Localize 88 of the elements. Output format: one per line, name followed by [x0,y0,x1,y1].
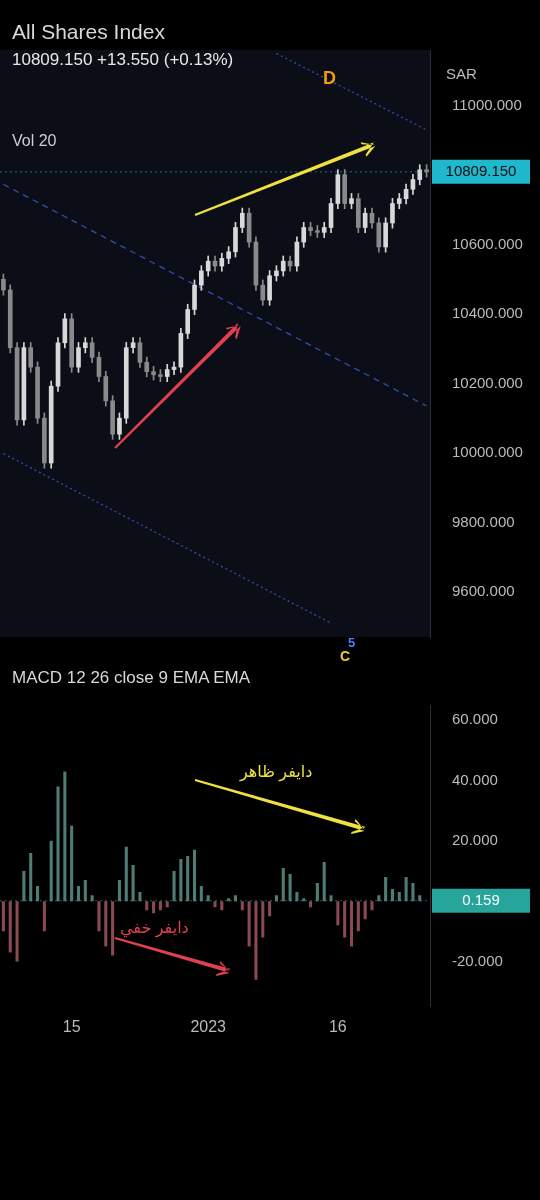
bar [179,858,183,902]
bar [76,886,81,902]
bar [1,901,5,932]
bar [42,901,46,932]
bar [288,874,292,902]
bar [349,901,354,947]
bar [111,901,115,956]
x-tick-label: 16 [328,1017,347,1035]
bar [247,901,251,947]
bar [315,883,319,902]
annotation: دايفر ظاهر [240,762,313,781]
bar [363,901,367,920]
y-tick-label: 10000.000 [452,443,523,461]
bar [97,901,101,932]
bar [227,898,231,902]
ref-line-label: 0.159 [462,890,500,908]
bar [70,825,74,902]
y-tick-label: 10600.000 [452,234,523,252]
bar [418,895,422,902]
bar [213,901,217,908]
bar [206,895,210,902]
y-tick-label: 10200.000 [452,373,523,391]
bar [302,898,306,902]
bar [356,901,360,932]
bar [117,880,121,902]
bar [83,880,87,902]
bar [131,864,135,902]
bar [124,846,128,902]
chart-title: All Shares Index [12,20,165,44]
bar [411,883,415,902]
bar [8,901,12,953]
y-tick-label: -20.000 [452,951,503,969]
bar [295,892,299,902]
ref-line-label: 10809.150 [445,162,517,179]
bar [254,901,258,980]
bar [240,901,244,911]
y-tick-label: 10400.000 [452,304,523,322]
bar [36,886,40,902]
bar [165,901,169,908]
bar [29,852,33,902]
bar [192,849,197,902]
x-tick-label: 2023 [190,1017,227,1035]
bar [390,889,394,902]
chart-subtitle: 10809.150 +13.550 (+0.13%) [12,50,234,70]
y-tick-label: 60.000 [452,710,498,728]
bar [186,855,190,902]
bar [220,901,224,911]
bar [15,901,19,962]
bar [343,901,347,938]
bar [309,901,313,908]
y-tick-label: 9800.000 [452,512,515,530]
bar [322,861,326,902]
bar [145,901,149,911]
y-tick-label: 11000.000 [452,95,522,113]
y-tick-label: 40.000 [452,770,498,788]
bar [370,901,374,911]
y-tick-label: 9600.000 [452,581,515,599]
bar [49,840,53,902]
chart-title: MACD 12 26 close 9 EMA EMA [12,668,251,688]
bar [56,786,60,902]
bar [336,901,340,926]
text: C [340,648,351,664]
annotation: 5 [348,635,356,650]
bar [377,895,381,902]
bar [404,877,408,902]
bar [261,901,265,938]
bar [329,895,333,902]
bar [274,895,278,902]
bar [281,867,285,902]
bar [199,886,203,902]
bar [152,901,156,914]
y-tick-label: 20.000 [452,830,498,848]
bar [63,771,67,902]
bar [233,895,238,902]
bar [138,892,142,902]
bar [104,901,108,947]
bar [22,870,26,902]
bar [384,877,388,902]
text: SAR [446,65,477,82]
bar [172,870,176,902]
x-tick-label: 15 [62,1017,81,1035]
bar [158,901,162,911]
bar [90,895,94,902]
annotation: D [323,68,336,89]
annotation: Vol 20 [12,132,57,150]
bar [397,892,401,902]
annotation: دايفر خفي [120,918,189,937]
bar [268,901,272,917]
